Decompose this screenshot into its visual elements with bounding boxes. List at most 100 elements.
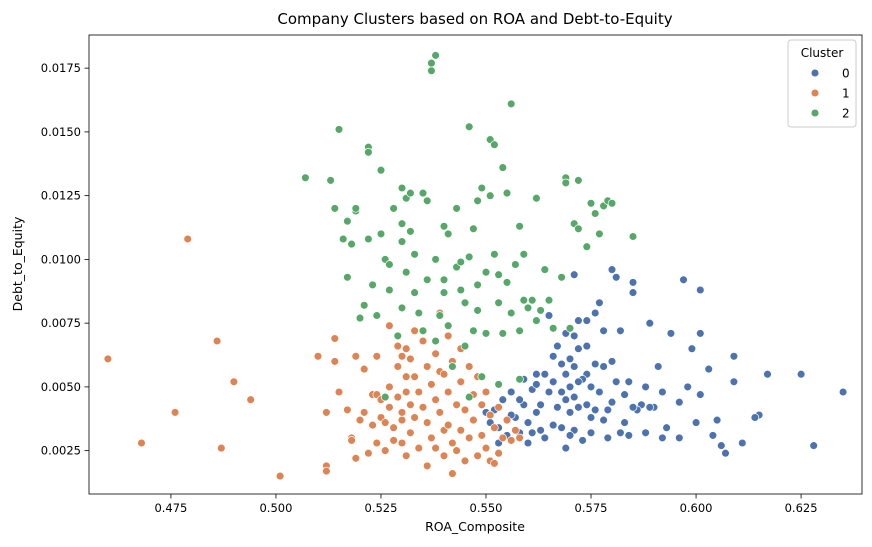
point-cluster-0-83 (561, 395, 571, 404)
point-cluster-2-70 (490, 250, 499, 259)
point-cluster-0-89 (553, 403, 562, 412)
point-cluster-0-47 (607, 357, 617, 366)
point-cluster-2-7 (347, 239, 356, 249)
point-cluster-1-0 (103, 354, 113, 364)
point-cluster-0-118 (532, 380, 541, 389)
point-cluster-2-108 (380, 392, 390, 402)
point-cluster-1-48 (401, 387, 411, 397)
point-cluster-2-55 (460, 341, 470, 351)
point-cluster-2-69 (490, 140, 499, 149)
point-cluster-2-59 (469, 224, 478, 234)
point-cluster-0-94 (540, 433, 550, 443)
point-cluster-1-101 (498, 433, 508, 443)
point-cluster-1-63 (427, 380, 436, 389)
point-cluster-1-99 (494, 403, 503, 412)
point-cluster-1-4 (212, 336, 222, 346)
point-cluster-1-5 (217, 443, 226, 453)
point-cluster-2-53 (456, 257, 466, 267)
point-cluster-0-39 (624, 431, 634, 440)
point-cluster-0-40 (620, 418, 629, 427)
point-cluster-0-9 (721, 448, 730, 458)
point-cluster-2-2 (330, 204, 340, 213)
point-cluster-0-99 (532, 408, 541, 417)
point-cluster-1-1 (137, 438, 146, 448)
point-cluster-2-81 (515, 326, 524, 336)
point-cluster-1-42 (397, 415, 407, 425)
point-cluster-1-21 (355, 415, 365, 425)
point-cluster-0-7 (729, 352, 739, 361)
point-cluster-1-51 (406, 400, 415, 410)
point-cluster-2-1 (326, 176, 335, 185)
point-cluster-1-45 (397, 408, 407, 417)
point-cluster-0-77 (565, 354, 575, 364)
point-cluster-1-47 (401, 372, 411, 381)
point-cluster-0-97 (536, 426, 545, 435)
point-cluster-0-96 (536, 400, 545, 410)
point-cluster-2-41 (431, 51, 440, 60)
point-cluster-0-18 (687, 344, 697, 353)
point-cluster-1-96 (485, 410, 495, 420)
point-cluster-0-63 (582, 341, 592, 351)
point-cluster-1-104 (511, 426, 520, 435)
point-cluster-2-60 (469, 326, 478, 336)
point-cluster-2-102 (595, 229, 604, 239)
y-tick-label: 0.0050 (41, 380, 81, 394)
point-cluster-1-6 (229, 377, 239, 387)
y-axis: 0.0025 0.0050 0.0075 0.0100 0.0125 0.0150 0.01… (41, 61, 89, 458)
point-cluster-1-73 (443, 331, 453, 341)
point-cluster-1-106 (490, 459, 499, 468)
point-cluster-0-60 (586, 413, 596, 422)
point-cluster-2-101 (590, 209, 600, 218)
points-layer (103, 51, 848, 481)
point-cluster-2-54 (456, 285, 466, 295)
x-tick-label: 0.525 (365, 501, 398, 515)
point-cluster-1-52 (406, 428, 415, 438)
point-cluster-2-100 (586, 199, 596, 208)
point-cluster-2-95 (565, 324, 575, 333)
point-cluster-2-25 (397, 219, 407, 228)
point-cluster-0-54 (595, 298, 604, 308)
y-tick-label: 0.0025 (41, 444, 81, 458)
legend-title: Cluster (801, 46, 844, 60)
point-cluster-1-44 (397, 352, 407, 361)
point-cluster-1-13 (330, 334, 340, 343)
point-cluster-2-62 (473, 306, 482, 315)
point-cluster-2-56 (460, 298, 470, 308)
point-cluster-1-83 (456, 426, 466, 435)
point-cluster-2-20 (385, 260, 394, 269)
point-cluster-2-47 (439, 288, 449, 297)
point-cluster-0-74 (569, 362, 579, 371)
point-cluster-0-22 (675, 397, 684, 407)
point-cluster-1-58 (418, 336, 428, 346)
point-cluster-2-105 (607, 199, 617, 208)
point-cluster-2-63 (477, 372, 487, 381)
point-cluster-0-111 (498, 395, 508, 404)
point-cluster-1-16 (343, 405, 352, 415)
point-cluster-1-93 (477, 431, 487, 440)
point-cluster-2-34 (414, 308, 424, 318)
point-cluster-0-61 (586, 428, 596, 438)
point-cluster-1-36 (385, 382, 394, 392)
point-cluster-2-106 (628, 232, 638, 241)
point-cluster-1-32 (380, 446, 390, 455)
point-cluster-2-91 (548, 324, 558, 333)
point-cluster-1-89 (469, 415, 478, 425)
point-cluster-0-14 (696, 285, 705, 295)
point-cluster-2-36 (418, 326, 428, 336)
point-cluster-1-37 (389, 423, 398, 432)
point-cluster-1-33 (380, 418, 390, 427)
point-cluster-0-41 (620, 390, 629, 399)
point-cluster-2-37 (422, 196, 432, 206)
point-cluster-1-95 (481, 443, 491, 453)
point-cluster-1-80 (452, 446, 461, 455)
point-cluster-2-46 (439, 275, 449, 285)
point-cluster-0-69 (574, 344, 583, 353)
point-cluster-1-43 (397, 438, 407, 448)
point-cluster-2-78 (506, 308, 516, 318)
point-cluster-2-75 (502, 188, 512, 198)
point-cluster-0-53 (599, 415, 608, 425)
point-cluster-1-38 (389, 436, 398, 445)
point-cluster-1-75 (443, 420, 453, 430)
